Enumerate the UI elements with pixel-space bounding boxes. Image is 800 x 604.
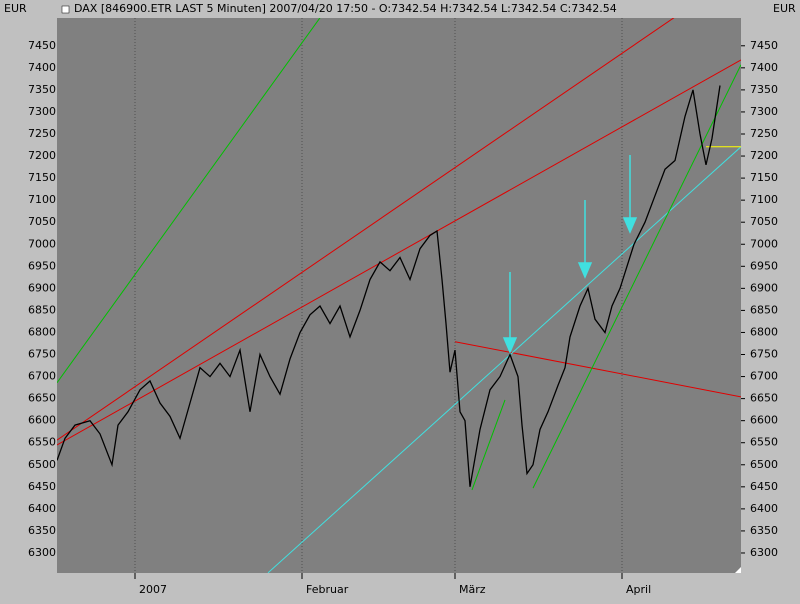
- trendline: [57, 18, 321, 384]
- trendline: [532, 64, 741, 489]
- y-tick-label: 7400: [28, 61, 56, 74]
- y2-tick-label: 7250: [750, 127, 778, 140]
- trendline: [57, 59, 741, 446]
- y2-tick-label: 6750: [750, 348, 778, 361]
- plot: [57, 18, 741, 573]
- y2-tick-label: 6550: [750, 436, 778, 449]
- y-tick-label: 7100: [28, 193, 56, 206]
- y2-tick-label: 7100: [750, 193, 778, 206]
- x-tick-label: April: [626, 583, 651, 596]
- y2-tick-label: 6350: [750, 524, 778, 537]
- y-tick-label: 6550: [28, 436, 56, 449]
- y-tick-label: 6700: [28, 370, 56, 383]
- price-line: [57, 85, 721, 487]
- y-tick-label: 6900: [28, 281, 56, 294]
- y-tick-label: 6400: [28, 502, 56, 515]
- y2-tick-label: 7200: [750, 149, 778, 162]
- y2-tick-label: 6600: [750, 414, 778, 427]
- y-tick-label: 6300: [28, 546, 56, 559]
- y-tick-label: 7250: [28, 127, 56, 140]
- y2-tick-label: 6300: [750, 546, 778, 559]
- y-tick-label: 7450: [28, 39, 56, 52]
- y2-tick-label: 6800: [750, 325, 778, 338]
- y2-tick-label: 6650: [750, 392, 778, 405]
- y2-tick-label: 6500: [750, 458, 778, 471]
- y2-tick-label: 6400: [750, 502, 778, 515]
- y2-tick-label: 6450: [750, 480, 778, 493]
- y2-tick-label: 7000: [750, 237, 778, 250]
- x-tick-label: Februar: [306, 583, 349, 596]
- y-tick-label: 6350: [28, 524, 56, 537]
- y2-tick-label: 7450: [750, 39, 778, 52]
- y-tick-label: 6850: [28, 303, 56, 316]
- y-tick-label: 7050: [28, 215, 56, 228]
- y2-tick-label: 6700: [750, 370, 778, 383]
- y2-tick-label: 7050: [750, 215, 778, 228]
- y-tick-label: 7300: [28, 105, 56, 118]
- plot-area: [57, 18, 741, 573]
- y2-tick-label: 6900: [750, 281, 778, 294]
- y2-tick-label: 6850: [750, 303, 778, 316]
- corner-icon: [735, 567, 741, 573]
- trendline: [471, 399, 506, 491]
- chart-title: DAX [846900.ETR LAST 5 Minuten] 2007/04/…: [74, 2, 617, 15]
- y-tick-label: 7150: [28, 171, 56, 184]
- y-tick-label: 7200: [28, 149, 56, 162]
- y-tick-label: 6500: [28, 458, 56, 471]
- y-tick-label: 7000: [28, 237, 56, 250]
- trendline: [57, 18, 675, 441]
- y-tick-label: 6600: [28, 414, 56, 427]
- y2-tick-label: 7350: [750, 83, 778, 96]
- y2-tick-label: 7300: [750, 105, 778, 118]
- y2-tick-label: 7400: [750, 61, 778, 74]
- y-tick-label: 6450: [28, 480, 56, 493]
- y-tick-label: 7350: [28, 83, 56, 96]
- arrows: [502, 155, 638, 354]
- y-tick-label: 6750: [28, 348, 56, 361]
- x-tick-label: März: [459, 583, 486, 596]
- trendline: [454, 341, 741, 398]
- y2-tick-label: 7150: [750, 171, 778, 184]
- icon: [61, 5, 70, 14]
- currency-left: EUR: [4, 2, 27, 15]
- x-tick-label: 2007: [139, 583, 167, 596]
- y-tick-label: 6950: [28, 259, 56, 272]
- y-tick-label: 6650: [28, 392, 56, 405]
- y2-tick-label: 6950: [750, 259, 778, 272]
- trendline: [267, 146, 741, 573]
- y-tick-label: 6800: [28, 325, 56, 338]
- currency-right: EUR: [773, 2, 796, 15]
